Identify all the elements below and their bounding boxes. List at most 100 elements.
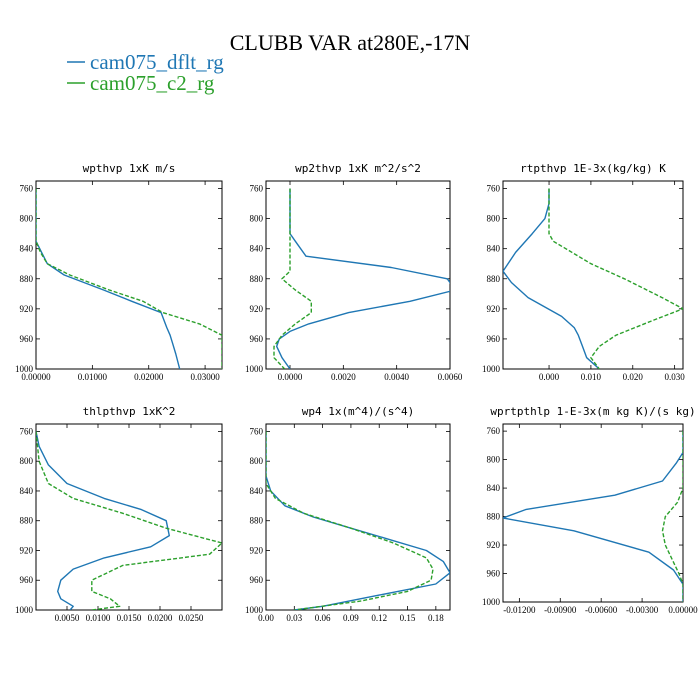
x-tick-label: -0.00900 bbox=[544, 605, 577, 615]
panel-frame bbox=[265, 180, 451, 370]
x-tick-label: 0.000 bbox=[539, 372, 560, 382]
panel-title: wp4 1x(m^4)/(s^4) bbox=[302, 405, 415, 418]
x-tick-label: 0.0050 bbox=[55, 613, 80, 623]
series-line-cam075_dflt_rg bbox=[276, 188, 450, 369]
y-tick-label: 960 bbox=[250, 575, 264, 585]
y-tick-label: 760 bbox=[487, 184, 501, 194]
y-tick-label: 880 bbox=[487, 512, 501, 522]
y-tick-label: 840 bbox=[20, 244, 34, 254]
y-tick-label: 920 bbox=[20, 304, 34, 314]
y-tick-label: 1000 bbox=[245, 364, 264, 374]
x-tick-label: 0.02000 bbox=[134, 372, 164, 382]
x-tick-label: 0.0060 bbox=[438, 372, 463, 382]
y-tick-label: 760 bbox=[250, 426, 264, 436]
panel-title: thlpthvp 1xK^2 bbox=[83, 405, 176, 418]
y-tick-label: 960 bbox=[487, 569, 501, 579]
y-tick-label: 920 bbox=[487, 304, 501, 314]
x-tick-label: 0.0100 bbox=[86, 613, 111, 623]
x-tick-label: 0.12 bbox=[371, 613, 387, 623]
x-tick-label: 0.020 bbox=[623, 372, 644, 382]
y-tick-label: 840 bbox=[250, 244, 264, 254]
series-line-cam075_c2_rg bbox=[36, 188, 222, 369]
y-tick-label: 880 bbox=[250, 274, 264, 284]
y-tick-label: 840 bbox=[250, 486, 264, 496]
y-tick-label: 880 bbox=[20, 516, 34, 526]
y-tick-label: 800 bbox=[487, 214, 501, 224]
y-tick-label: 920 bbox=[250, 304, 264, 314]
x-tick-label: 0.00000 bbox=[21, 372, 51, 382]
y-tick-label: 800 bbox=[20, 456, 34, 466]
y-tick-label: 840 bbox=[487, 244, 501, 254]
series-line-cam075_dflt_rg bbox=[503, 431, 683, 602]
x-tick-label: -0.01200 bbox=[503, 605, 536, 615]
y-tick-label: 800 bbox=[20, 214, 34, 224]
x-tick-label: 0.09 bbox=[343, 613, 359, 623]
y-tick-label: 1000 bbox=[482, 597, 501, 607]
y-tick-label: 880 bbox=[250, 516, 264, 526]
x-tick-label: 0.0000 bbox=[278, 372, 303, 382]
y-tick-label: 880 bbox=[487, 274, 501, 284]
series-line-cam075_c2_rg bbox=[266, 431, 434, 610]
x-tick-label: 0.0250 bbox=[179, 613, 204, 623]
panel-frame bbox=[502, 180, 684, 370]
x-tick-label: 0.0200 bbox=[148, 613, 173, 623]
panel-title: wp2thvp 1xK m^2/s^2 bbox=[295, 162, 421, 175]
y-tick-label: 760 bbox=[250, 184, 264, 194]
x-tick-label: 0.010 bbox=[581, 372, 602, 382]
y-tick-label: 1000 bbox=[245, 605, 264, 615]
x-tick-label: -0.00300 bbox=[626, 605, 659, 615]
panel-2: wp2thvp 1xK m^2/s^2 760 800 840 880 920 960 100… bbox=[245, 162, 463, 382]
y-tick-label: 760 bbox=[487, 426, 501, 436]
panel-frame bbox=[265, 423, 451, 611]
legend-label-c2: cam075_c2_rg bbox=[90, 71, 215, 95]
x-tick-label: 0.00 bbox=[258, 613, 274, 623]
y-tick-label: 840 bbox=[20, 486, 34, 496]
series-line-cam075_dflt_rg bbox=[503, 188, 600, 369]
y-tick-label: 760 bbox=[20, 426, 34, 436]
series-line-cam075_c2_rg bbox=[548, 188, 683, 369]
x-tick-label: -0.00600 bbox=[585, 605, 618, 615]
x-tick-label: 0.0150 bbox=[117, 613, 142, 623]
x-tick-label: 0.06 bbox=[315, 613, 331, 623]
x-tick-label: 0.0020 bbox=[331, 372, 356, 382]
y-tick-label: 800 bbox=[487, 455, 501, 465]
legend-label-dflt: cam075_dflt_rg bbox=[90, 50, 224, 74]
x-tick-label: 0.0040 bbox=[384, 372, 409, 382]
panel-4: thlpthvp 1xK^2 760 800 840 880 920 960 1000 0.00… bbox=[15, 405, 223, 623]
y-tick-label: 960 bbox=[250, 334, 264, 344]
figure-title: CLUBB VAR at280E,-17N bbox=[230, 30, 471, 55]
x-tick-label: 0.01000 bbox=[78, 372, 108, 382]
y-tick-label: 1000 bbox=[482, 364, 501, 374]
y-tick-label: 920 bbox=[487, 540, 501, 550]
x-tick-label: 0.03 bbox=[286, 613, 302, 623]
y-tick-label: 920 bbox=[20, 545, 34, 555]
series-line-cam075_dflt_rg bbox=[36, 431, 171, 610]
series-line-cam075_dflt_rg bbox=[36, 188, 181, 369]
panel-frame bbox=[502, 423, 684, 603]
series-line-cam075_c2_rg bbox=[273, 188, 312, 369]
y-tick-label: 800 bbox=[250, 456, 264, 466]
series-line-cam075_c2_rg bbox=[661, 431, 683, 602]
y-tick-label: 800 bbox=[250, 214, 264, 224]
y-tick-label: 760 bbox=[20, 184, 34, 194]
panels: wpthvp 1xK m/s76080084088092096010000.00… bbox=[15, 162, 698, 623]
panel-1: wpthvp 1xK m/s 760 800 840 880 920 960 10000.00… bbox=[15, 162, 223, 382]
panel-3: rtpthvp 1E-3x(kg/kg) K 760 800 840 880 920 960… bbox=[482, 162, 685, 382]
x-tick-label: 0.00000 bbox=[668, 605, 698, 615]
panel-title: wpthvp 1xK m/s bbox=[83, 162, 176, 175]
y-tick-label: 920 bbox=[250, 545, 264, 555]
panel-5: wp4 1x(m^4)/(s^4)76080084088092096010000… bbox=[245, 405, 451, 623]
legend: cam075_dflt_rg cam075_c2_rg bbox=[67, 50, 224, 95]
y-tick-label: 1000 bbox=[15, 364, 34, 374]
x-tick-label: 0.15 bbox=[400, 613, 416, 623]
panel-title: rtpthvp 1E-3x(kg/kg) K bbox=[520, 162, 666, 175]
y-tick-label: 840 bbox=[487, 483, 501, 493]
y-tick-label: 960 bbox=[20, 334, 34, 344]
y-tick-label: 960 bbox=[487, 334, 501, 344]
panel-frame bbox=[35, 180, 223, 370]
x-tick-label: 0.030 bbox=[665, 372, 686, 382]
panel-frame bbox=[35, 423, 223, 611]
y-tick-label: 960 bbox=[20, 575, 34, 585]
y-tick-label: 1000 bbox=[15, 605, 34, 615]
